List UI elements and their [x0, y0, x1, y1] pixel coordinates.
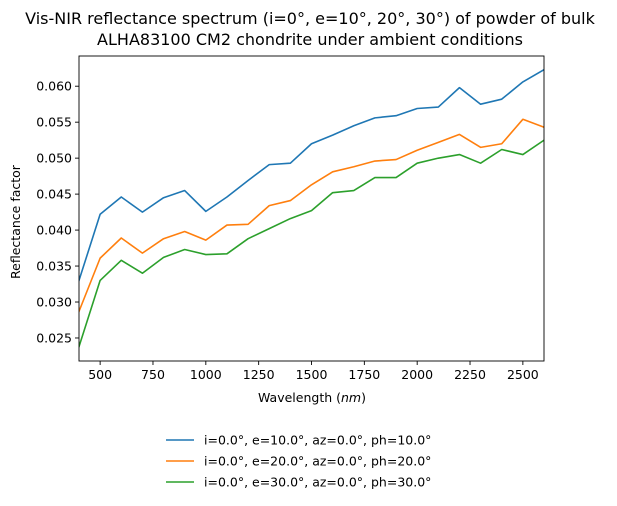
chart-title-line-1: Vis-NIR reflectance spectrum (i=0°, e=10… — [25, 9, 595, 28]
x-axis-label-unit: nm — [341, 390, 361, 405]
y-tick-label: 0.050 — [36, 151, 72, 166]
series-line-1 — [79, 68, 544, 282]
y-axis-label: Reflectance factor — [8, 164, 23, 279]
series-line-2 — [79, 118, 544, 313]
chart-title-line-2: ALHA83100 CM2 chondrite under ambient co… — [97, 30, 523, 49]
y-axis-ticks: 0.025 0.030 0.035 0.040 0.045 0.050 0.055 0.060 — [36, 79, 79, 345]
x-axis-label-prefix: Wavelength ( — [258, 390, 341, 405]
x-tick-label: 1750 — [348, 367, 380, 382]
x-tick-label: 1250 — [243, 367, 275, 382]
y-tick-label: 0.025 — [36, 330, 72, 345]
y-tick-label: 0.055 — [36, 115, 72, 130]
legend-label-3: i=0.0°, e=30.0°, az=0.0°, ph=30.0° — [204, 475, 431, 490]
x-tick-label: 1500 — [296, 367, 328, 382]
x-tick-label: 2250 — [454, 367, 486, 382]
x-axis-label-suffix: ) — [361, 390, 366, 405]
x-axis-ticks: 500 750 1000 1250 1500 1750 2000 2250 2500 — [88, 361, 539, 382]
y-tick-label: 0.045 — [36, 187, 72, 202]
y-tick-label: 0.030 — [36, 295, 72, 310]
x-axis-label: Wavelength (nm) — [258, 390, 366, 405]
chart-title: Vis-NIR reflectance spectrum (i=0°, e=10… — [25, 9, 595, 49]
x-tick-label: 2500 — [507, 367, 539, 382]
legend-label-1: i=0.0°, e=10.0°, az=0.0°, ph=10.0° — [204, 433, 431, 448]
x-tick-label: 2000 — [401, 367, 433, 382]
y-tick-label: 0.035 — [36, 259, 72, 274]
x-tick-label: 1000 — [190, 367, 222, 382]
x-tick-label: 750 — [141, 367, 165, 382]
y-tick-label: 0.040 — [36, 223, 72, 238]
series-line-3 — [79, 139, 544, 348]
y-tick-label: 0.060 — [36, 79, 72, 94]
legend-label-2: i=0.0°, e=20.0°, az=0.0°, ph=20.0° — [204, 454, 431, 469]
legend: i=0.0°, e=10.0°, az=0.0°, ph=10.0° i=0.0°… — [166, 433, 431, 490]
x-tick-label: 500 — [88, 367, 112, 382]
series-layer — [79, 68, 544, 348]
